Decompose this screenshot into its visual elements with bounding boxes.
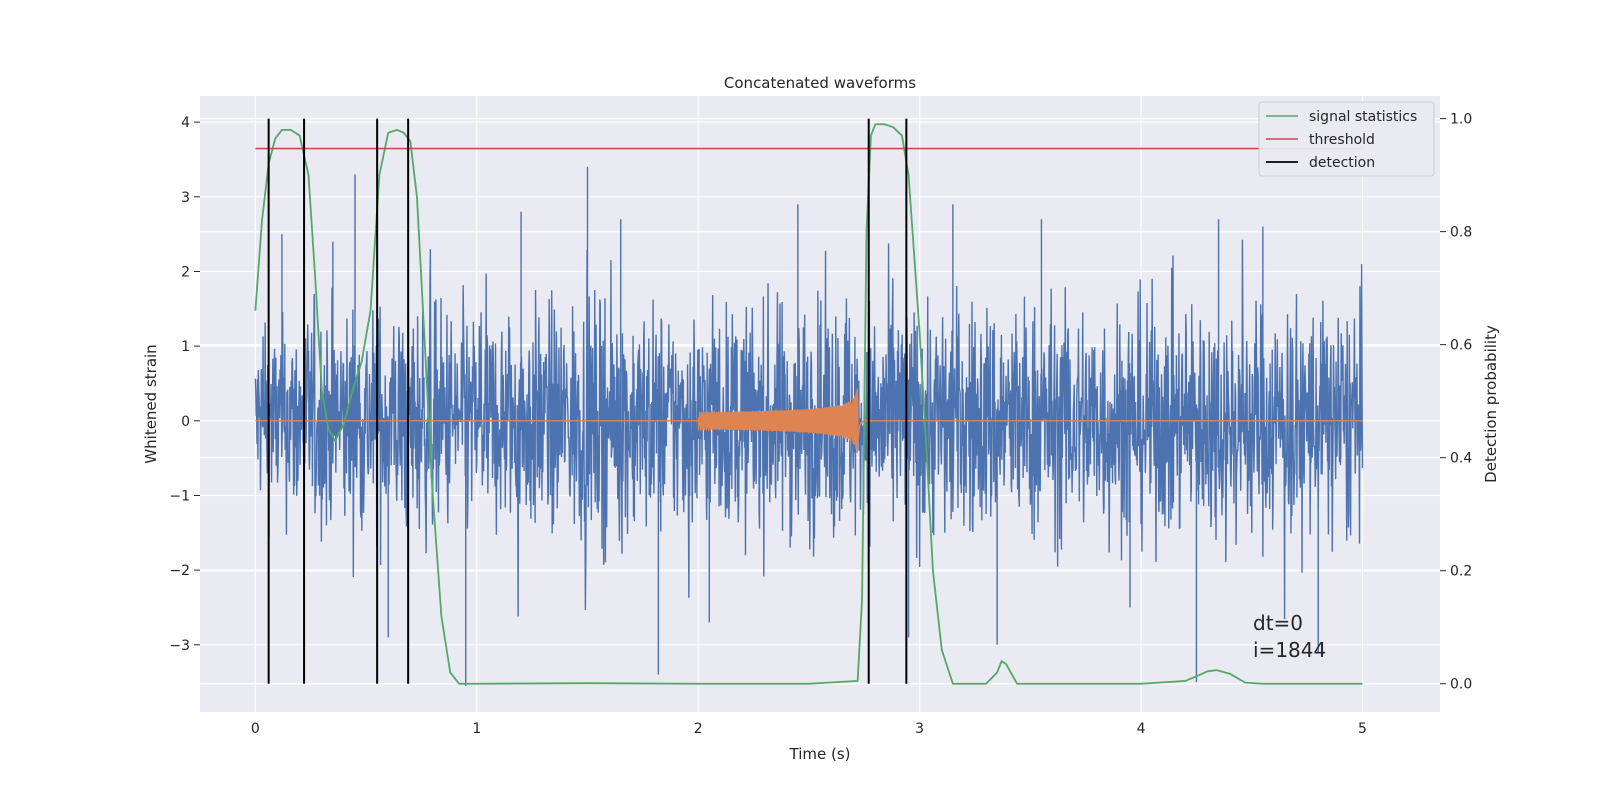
x-tick-label: 2 xyxy=(694,721,703,737)
legend-label-detection: detection xyxy=(1309,155,1375,171)
y-tick-label-right: 0.4 xyxy=(1450,451,1472,467)
x-tick-label: 1 xyxy=(472,721,481,737)
y-tick-label-right: 1.0 xyxy=(1450,112,1472,128)
y-axis-label-right: Detection probability xyxy=(1482,325,1500,483)
y-tick-label-left: 2 xyxy=(181,264,190,280)
signal-line xyxy=(255,388,1363,453)
y-tick-label-left: 3 xyxy=(181,190,190,206)
signal-series xyxy=(255,388,1363,453)
y-tick-label-left: −1 xyxy=(169,488,190,504)
y-tick-label-left: −3 xyxy=(169,638,190,654)
annotation-i: i=1844 xyxy=(1253,638,1326,662)
x-tick-label: 5 xyxy=(1358,721,1367,737)
x-tick-label: 3 xyxy=(915,721,924,737)
detection-series xyxy=(267,118,908,684)
y-axis-label-left: Whitened strain xyxy=(142,344,160,463)
legend-label-signal-statistics: signal statistics xyxy=(1309,109,1417,125)
x-tick-label: 0 xyxy=(251,721,260,737)
legend: signal statistics threshold detection xyxy=(1258,101,1435,177)
legend-label-threshold: threshold xyxy=(1309,132,1375,148)
signal-statistics-line xyxy=(254,123,1363,685)
chart-title: Concatenated waveforms xyxy=(724,74,916,92)
annotation-dt: dt=0 xyxy=(1253,611,1303,635)
y-tick-label-left: 0 xyxy=(181,414,190,430)
y-tick-label-right: 0.6 xyxy=(1450,338,1472,354)
x-tick-label: 4 xyxy=(1137,721,1146,737)
y-tick-label-right: 0.8 xyxy=(1450,225,1472,241)
y-tick-label-left: 1 xyxy=(181,339,190,355)
x-axis-label: Time (s) xyxy=(789,745,851,763)
signal-statistics-series xyxy=(254,123,1363,685)
y-tick-label-left: −2 xyxy=(169,563,190,579)
legend-box xyxy=(1258,101,1435,177)
y-tick-label-right: 0.2 xyxy=(1450,564,1472,580)
y-tick-label-right: 0.0 xyxy=(1450,677,1472,693)
y-tick-label-left: 4 xyxy=(181,115,190,131)
ticks: 0 1 2 3 4 5 −3 −2 −1 0 1 2 3 4 0.0 0.2 0.4 0.6 0.8 1.0 xyxy=(169,112,1472,737)
